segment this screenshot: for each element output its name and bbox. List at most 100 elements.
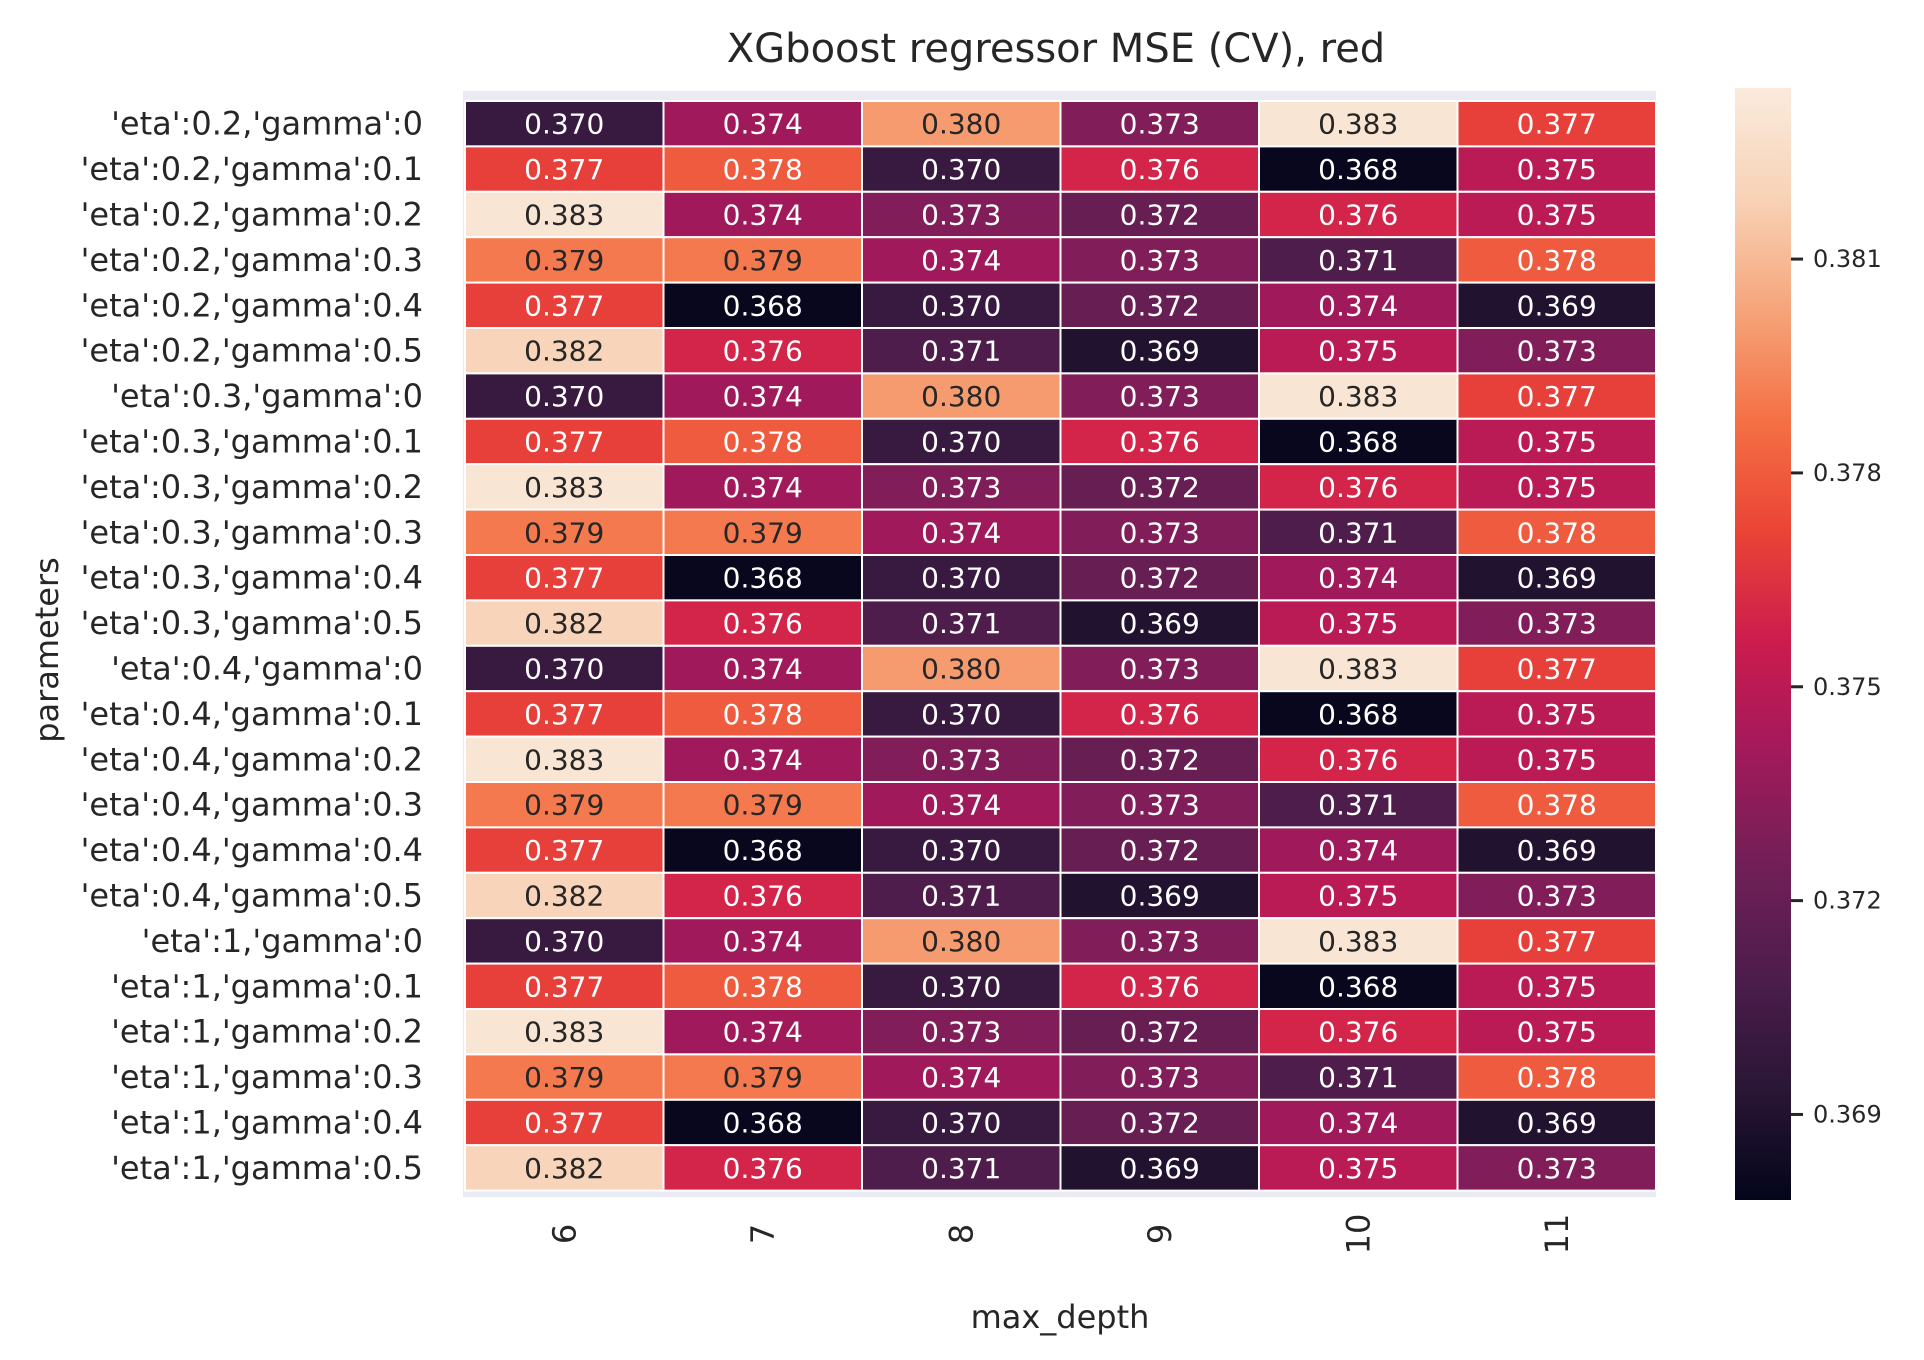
cell-value-label: 0.374	[921, 1061, 1001, 1094]
heatmap-cell	[1456, 1144, 1657, 1192]
cell-value-label: 0.374	[1318, 562, 1398, 595]
cell-value-label: 0.380	[921, 380, 1001, 413]
cell-value-label: 0.374	[921, 789, 1001, 822]
heatmap-cell	[1456, 236, 1657, 284]
cell-value-label: 0.372	[1120, 471, 1200, 504]
heatmap-cell	[861, 826, 1062, 874]
y-tick-label: 'eta':0.2,'gamma':0.5	[81, 332, 423, 370]
heatmap-cell	[861, 190, 1062, 239]
heatmap-cell	[662, 508, 863, 557]
cell-value-label: 0.374	[723, 1016, 803, 1049]
cell-value-label: 0.374	[723, 743, 803, 776]
cell-value-label: 0.378	[723, 426, 803, 459]
cell-value-label: 0.370	[921, 1107, 1001, 1140]
y-tick-label: 'eta':0.2,'gamma':0.4	[81, 286, 423, 324]
colorbar-tick-label: 0.372	[1813, 887, 1882, 915]
heatmap-cell	[861, 690, 1062, 738]
cell-value-label: 0.371	[1318, 1061, 1398, 1094]
heatmap-cell	[1059, 190, 1260, 239]
y-tick-label: 'eta':0.3,'gamma':0	[111, 377, 423, 415]
cell-value-label: 0.370	[921, 426, 1001, 459]
cell-value-label: 0.377	[524, 698, 604, 731]
cell-value-label: 0.378	[723, 698, 803, 731]
heatmap-cell	[1059, 1144, 1260, 1192]
cell-value-label: 0.374	[723, 471, 803, 504]
cell-value-label: 0.383	[524, 743, 604, 776]
heatmap-cell	[662, 690, 863, 738]
cell-value-label: 0.373	[1517, 607, 1597, 640]
heatmap-cell	[1059, 236, 1260, 284]
heatmap-cell	[1059, 417, 1260, 466]
cell-value-label: 0.379	[723, 1061, 803, 1094]
heatmap-cell	[1456, 508, 1657, 557]
heatmap-cell	[662, 190, 863, 239]
colorbar-tick-label: 0.369	[1813, 1100, 1882, 1128]
heatmap-cell	[464, 871, 665, 920]
cell-value-label: 0.377	[524, 289, 604, 322]
cell-value-label: 0.377	[524, 153, 604, 186]
cell-value-label: 0.370	[524, 108, 604, 141]
cell-value-label: 0.370	[921, 834, 1001, 867]
cell-value-label: 0.374	[1318, 289, 1398, 322]
y-tick-label: 'eta':0.4,'gamma':0.5	[81, 877, 423, 915]
heatmap-cell	[662, 735, 863, 783]
colorbar-tick-label: 0.381	[1813, 245, 1882, 273]
cell-value-label: 0.375	[1318, 880, 1398, 913]
heatmap-cell	[861, 781, 1062, 829]
y-tick-label: 'eta':0.2,'gamma':0.3	[81, 241, 423, 279]
cell-value-label: 0.370	[921, 698, 1001, 731]
y-tick-label: 'eta':0.3,'gamma':0.5	[81, 604, 423, 642]
cell-value-label: 0.380	[921, 653, 1001, 686]
heatmap-cell	[1059, 463, 1260, 511]
y-tick-label: 'eta':0.4,'gamma':0.1	[81, 695, 423, 733]
x-axis-label: max_depth	[971, 1298, 1150, 1336]
heatmap-cell	[464, 735, 665, 783]
cell-value-label: 0.369	[1517, 562, 1597, 595]
cell-value-label: 0.375	[1517, 199, 1597, 232]
y-tick-label: 'eta':0.4,'gamma':0.4	[81, 831, 423, 869]
cell-value-label: 0.376	[723, 607, 803, 640]
heatmap-cell	[1258, 871, 1459, 920]
heatmap-cell	[662, 145, 863, 193]
heatmap-cell	[1258, 735, 1459, 783]
heatmap-cell	[464, 1053, 665, 1101]
heatmap-cell	[1456, 372, 1657, 420]
cell-value-label: 0.370	[921, 153, 1001, 186]
heatmap-cell	[1456, 781, 1657, 829]
x-tick-label: 9	[1141, 1224, 1179, 1244]
cell-value-label: 0.373	[1120, 789, 1200, 822]
y-tick-label: 'eta':0.3,'gamma':0.3	[81, 513, 423, 551]
heatmap-cell	[1456, 463, 1657, 511]
heatmap-cell	[1456, 417, 1657, 466]
heatmap-cell	[1456, 281, 1657, 330]
cell-value-label: 0.377	[1517, 653, 1597, 686]
cell-value-label: 0.377	[524, 970, 604, 1003]
cell-value-label: 0.373	[921, 743, 1001, 776]
cell-value-label: 0.372	[1120, 199, 1200, 232]
cell-value-label: 0.375	[1517, 743, 1597, 776]
cell-value-label: 0.370	[524, 925, 604, 958]
heatmap-cell	[662, 372, 863, 420]
heatmap-cell	[662, 463, 863, 511]
cell-value-label: 0.374	[1318, 834, 1398, 867]
heatmap-cell	[1456, 327, 1657, 375]
cell-value-label: 0.368	[723, 834, 803, 867]
heatmap-cell	[464, 100, 665, 148]
cell-value-label: 0.375	[1517, 471, 1597, 504]
cell-value-label: 0.376	[1120, 153, 1200, 186]
cell-value-label: 0.383	[524, 1016, 604, 1049]
heatmap-cell	[464, 917, 665, 965]
y-tick-label: 'eta':1,'gamma':0	[142, 922, 423, 960]
x-tick-label: 6	[545, 1224, 583, 1244]
y-tick-label: 'eta':1,'gamma':0.3	[111, 1058, 423, 1096]
heatmap-cell	[861, 1008, 1062, 1056]
y-tick-label: 'eta':0.3,'gamma':0.1	[81, 423, 423, 461]
cell-value-label: 0.371	[921, 335, 1001, 368]
cell-value-label: 0.371	[921, 880, 1001, 913]
heatmap-cell	[1456, 871, 1657, 920]
cell-value-label: 0.377	[524, 834, 604, 867]
y-tick-label: 'eta':0.4,'gamma':0.3	[81, 786, 423, 824]
cell-value-label: 0.371	[1318, 244, 1398, 277]
cell-value-label: 0.383	[1318, 108, 1398, 141]
cell-value-label: 0.376	[723, 335, 803, 368]
